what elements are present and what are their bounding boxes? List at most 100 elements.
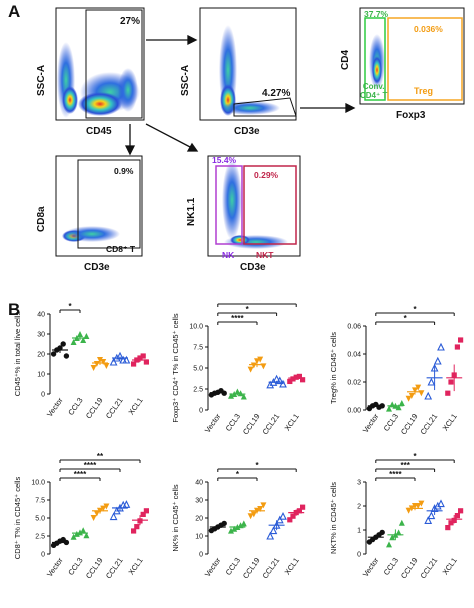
- c2-point: [296, 373, 302, 379]
- c5-ytick-label: 30: [195, 498, 203, 505]
- c3-category-label: XCL1: [441, 412, 459, 433]
- c2-point: [275, 376, 284, 385]
- plot3-ylabel: CD4: [340, 49, 351, 70]
- c3-ytick-label: 0.06: [347, 324, 361, 331]
- c4-category-label: CCL21: [104, 556, 125, 580]
- c5-point: [247, 513, 254, 520]
- c2-sig-label: ****: [231, 314, 244, 323]
- c5-point: [260, 502, 267, 509]
- c6-ylabel: NKT% in CD45⁺ cells: [329, 482, 338, 554]
- c6-point: [433, 501, 442, 510]
- c1-point: [143, 359, 149, 365]
- c4-point: [143, 508, 149, 514]
- c5-category-label: CCL21: [260, 556, 281, 580]
- c3-point: [395, 404, 402, 411]
- c6-category-label: CCL19: [399, 556, 420, 580]
- c1-ytick-label: 20: [37, 352, 45, 359]
- plot3-left-name: Conv. CD4⁺ T: [360, 82, 388, 100]
- plot2-xlabel: CD3e: [234, 126, 260, 137]
- plot3-right-pct: 0.036%: [414, 24, 443, 34]
- c3-point: [433, 356, 442, 365]
- c6-point: [398, 519, 405, 526]
- c4-ytick-label: 10.0: [31, 480, 45, 487]
- c5-category-label: Vector: [203, 556, 223, 579]
- plot5-right-name: NKT: [256, 250, 274, 260]
- plot4-gate-pct: 0.9%: [114, 166, 134, 176]
- c4-point: [140, 511, 146, 517]
- c5-point: [257, 506, 264, 512]
- plot5-right-pct: 0.29%: [254, 170, 279, 180]
- c2-point: [250, 362, 257, 369]
- c4-point: [93, 510, 100, 517]
- c6-point: [448, 520, 454, 526]
- c6-sig-label: ***: [401, 461, 411, 470]
- flow-plot-cd3e-cd8a: [55, 155, 143, 257]
- c1-point: [60, 341, 66, 347]
- c2-ytick-label: 10.0: [189, 324, 203, 331]
- c1-category-label: CCL19: [84, 396, 105, 420]
- c2-sig-label: *: [246, 305, 250, 314]
- c2-ytick-label: 5.0: [193, 366, 203, 373]
- c5-category-label: CCL19: [241, 556, 262, 580]
- c3-point: [458, 337, 464, 343]
- c2-category-label: XCL1: [283, 412, 301, 433]
- c2-ylabel: Foxp3⁺ CD4⁺ T% in CD45⁺ cells: [171, 313, 180, 423]
- c1-point: [100, 359, 107, 365]
- c3-ylabel: Treg% in CD45⁺ cells: [329, 332, 338, 404]
- c3-point: [386, 405, 392, 412]
- c1-point: [70, 339, 77, 345]
- c4-point: [131, 528, 137, 534]
- c2-point: [234, 388, 241, 395]
- c1-point: [90, 365, 97, 371]
- c6-point: [445, 525, 451, 531]
- c3-ytick-label: 0.04: [347, 352, 361, 359]
- flow-plot-cd45-ssc: [55, 7, 145, 121]
- c2-point: [237, 390, 244, 397]
- c2-ytick-label: 7.5: [193, 345, 203, 352]
- c1-category-label: CCL3: [66, 396, 84, 417]
- c1-category-label: XCL1: [127, 396, 145, 417]
- c1-point: [140, 353, 146, 359]
- c5-point: [221, 520, 227, 527]
- c3-ytick-label: 0.00: [347, 408, 361, 415]
- c4-ytick-label: 0: [41, 552, 45, 559]
- c1-ytick-label: 10: [37, 372, 45, 379]
- c4-ytick-label: 2.5: [35, 534, 45, 541]
- c2-ytick-label: 0: [199, 408, 203, 415]
- plot4-gate-name: CD8⁺ T: [106, 244, 136, 254]
- c2-point: [254, 358, 260, 365]
- flow-plot-cd3e-ssc: [199, 7, 297, 121]
- c1-point: [109, 357, 118, 366]
- c1-ytick-label: 40: [37, 312, 45, 319]
- c2-point: [240, 393, 247, 400]
- c2-category-label: Vector: [203, 412, 223, 435]
- c6-category-label: CCL21: [418, 556, 439, 580]
- c1-point: [50, 351, 57, 357]
- plot4-xlabel: CD3e: [84, 262, 110, 273]
- c6-ytick-label: 1: [357, 528, 361, 535]
- c4-point: [70, 533, 77, 540]
- c5-sig-label: *: [236, 470, 240, 479]
- plot3-left-pct: 37.7%: [364, 9, 389, 19]
- c3-point: [424, 391, 433, 400]
- c3-point: [415, 384, 422, 391]
- c1-point: [103, 363, 110, 369]
- c5-point: [296, 508, 302, 514]
- c4-category-label: XCL1: [127, 556, 145, 577]
- c5-point: [275, 515, 284, 524]
- c6-point: [427, 511, 436, 520]
- plot1-ylabel: SSC-A: [36, 64, 47, 96]
- c3-point: [448, 379, 454, 385]
- c1-ytick-label: 30: [37, 332, 45, 339]
- c3-point: [398, 400, 405, 406]
- c4-point: [80, 527, 87, 534]
- c5-sig-label: *: [255, 461, 259, 470]
- c6-sig-label: ****: [389, 470, 402, 479]
- flow-plot-foxp3-cd4: [359, 7, 465, 105]
- c4-category-label: Vector: [45, 556, 65, 579]
- c5-point: [300, 504, 306, 510]
- c6-ytick-label: 2: [357, 504, 361, 511]
- c4-ytick-label: 7.5: [35, 498, 45, 505]
- c3-point: [454, 344, 460, 350]
